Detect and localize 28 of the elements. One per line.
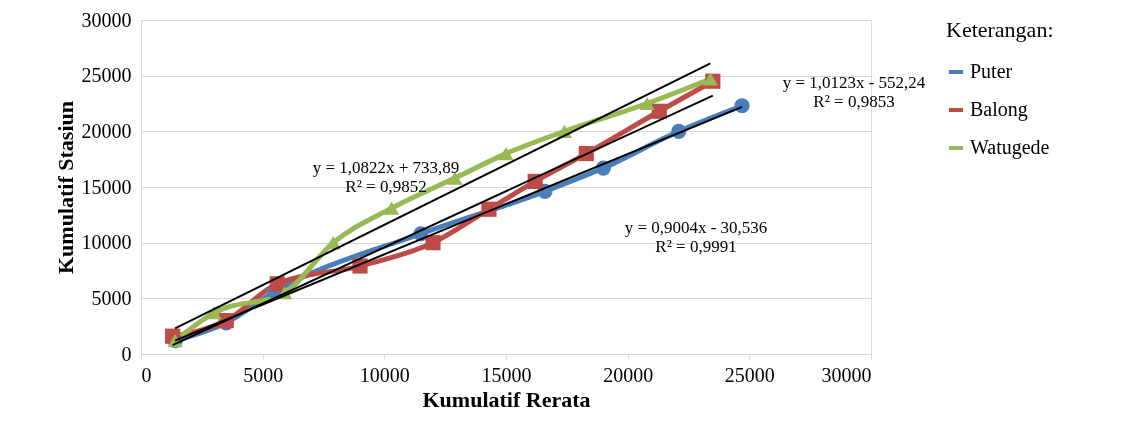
x-tick-label: 25000 [724,363,775,386]
point [639,96,655,111]
x-tick-label: 30000 [821,363,872,386]
point [651,103,667,119]
x-tick-label: 15000 [481,363,532,386]
point [384,201,400,215]
x-tick-label: 0 [141,363,152,386]
point [498,147,514,161]
annotation: y = 1,0123x - 552,24 R² = 0,9853 [782,73,926,111]
y-tick-label: 30000 [81,8,132,31]
legend-label: Balong [970,98,1028,121]
y-tick-label: 5000 [91,286,132,309]
x-axis-title: Kumulatif Rerata [422,386,591,412]
y-tick-label: 15000 [81,175,132,198]
y-tick-label: 0 [121,342,132,365]
y-tick-label: 10000 [81,231,132,254]
annotation: y = 1,0822x + 733,89 R² = 0,9852 [312,158,460,196]
y-tick-label: 25000 [81,64,132,87]
x-tick-label: 10000 [359,363,410,386]
y-axis-title: Kumulatif Stasiun [52,101,78,274]
legend-label: Watugede [970,136,1050,159]
x-tick-label: 20000 [603,363,654,386]
point [425,235,441,251]
x-tick-label: 5000 [243,363,284,386]
annotation: y = 0,9004x - 30,536 R² = 0,9991 [624,218,768,256]
y-tick-label: 20000 [81,119,132,142]
legend-title: Keterangan: [946,17,1054,42]
legend-label: Puter [970,60,1013,82]
